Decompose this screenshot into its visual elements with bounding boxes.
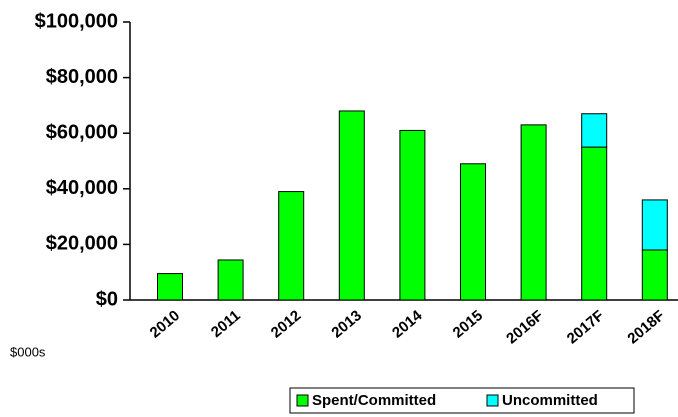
x-tick-label: 2013 <box>328 307 364 341</box>
x-tick-label: 2018F <box>624 307 668 347</box>
bar-segment <box>217 259 244 301</box>
bar-segment <box>581 146 608 301</box>
bar-segment <box>338 110 365 301</box>
legend-box <box>289 387 635 414</box>
x-tick-label: 2010 <box>147 307 183 341</box>
y-tick-label: $100,000 <box>35 10 118 32</box>
y-tick-label: $40,000 <box>46 177 118 199</box>
legend-label: Spent/Committed <box>312 392 436 409</box>
y-tick-label: $60,000 <box>46 121 118 143</box>
x-tick-label: 2011 <box>208 307 244 341</box>
y-tick-label: $20,000 <box>46 233 118 255</box>
x-tick-label: 2014 <box>389 307 426 342</box>
legend-label: Uncommitted <box>502 392 598 409</box>
bar-segment <box>520 124 547 301</box>
y-tick-label: $80,000 <box>46 66 118 88</box>
bar-segment <box>641 199 668 251</box>
x-tick-label: 2015 <box>450 307 486 341</box>
bar-segment <box>157 273 183 301</box>
bar-segment <box>460 163 486 301</box>
bar-segment <box>399 129 426 301</box>
x-tick-label: 2012 <box>268 307 304 341</box>
unit-note: $000s <box>10 344 46 359</box>
bar-segment <box>278 191 305 301</box>
x-tick-label: 2016F <box>503 307 547 347</box>
legend-swatch <box>486 394 499 407</box>
y-tick-label: $0 <box>96 288 118 310</box>
bar-segment <box>581 113 608 148</box>
bar-segment <box>641 249 668 301</box>
legend-swatch <box>296 394 309 407</box>
x-tick-label: 2017F <box>564 307 608 347</box>
